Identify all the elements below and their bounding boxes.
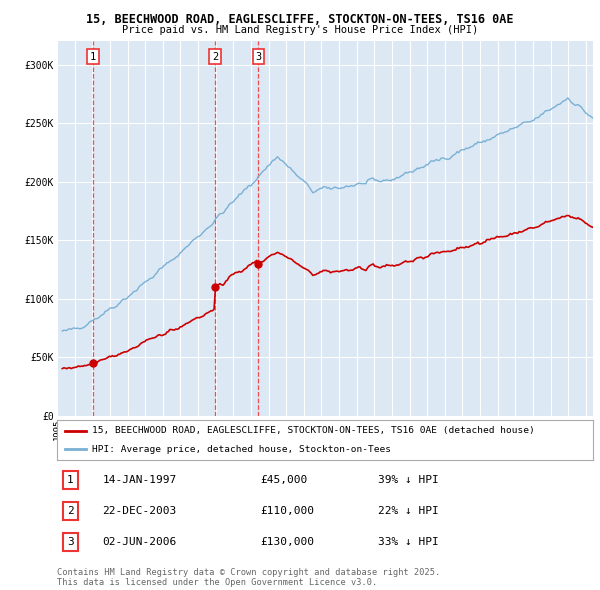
Text: 22% ↓ HPI: 22% ↓ HPI [379,506,439,516]
Text: HPI: Average price, detached house, Stockton-on-Tees: HPI: Average price, detached house, Stoc… [92,445,391,454]
Text: 22-DEC-2003: 22-DEC-2003 [103,506,177,516]
Text: 1: 1 [67,475,74,485]
Text: 3: 3 [255,51,262,61]
Text: 2: 2 [212,51,218,61]
Text: Price paid vs. HM Land Registry's House Price Index (HPI): Price paid vs. HM Land Registry's House … [122,25,478,35]
Text: 1: 1 [90,51,96,61]
Text: Contains HM Land Registry data © Crown copyright and database right 2025.
This d: Contains HM Land Registry data © Crown c… [57,568,440,587]
Text: 02-JUN-2006: 02-JUN-2006 [103,537,177,548]
Text: 15, BEECHWOOD ROAD, EAGLESCLIFFE, STOCKTON-ON-TEES, TS16 0AE: 15, BEECHWOOD ROAD, EAGLESCLIFFE, STOCKT… [86,13,514,26]
Text: 15, BEECHWOOD ROAD, EAGLESCLIFFE, STOCKTON-ON-TEES, TS16 0AE (detached house): 15, BEECHWOOD ROAD, EAGLESCLIFFE, STOCKT… [92,427,535,435]
Text: 14-JAN-1997: 14-JAN-1997 [103,475,177,485]
Text: 3: 3 [67,537,74,548]
Text: £45,000: £45,000 [260,475,308,485]
Text: £110,000: £110,000 [260,506,314,516]
Text: 33% ↓ HPI: 33% ↓ HPI [379,537,439,548]
Text: 2: 2 [67,506,74,516]
Text: 39% ↓ HPI: 39% ↓ HPI [379,475,439,485]
Text: £130,000: £130,000 [260,537,314,548]
